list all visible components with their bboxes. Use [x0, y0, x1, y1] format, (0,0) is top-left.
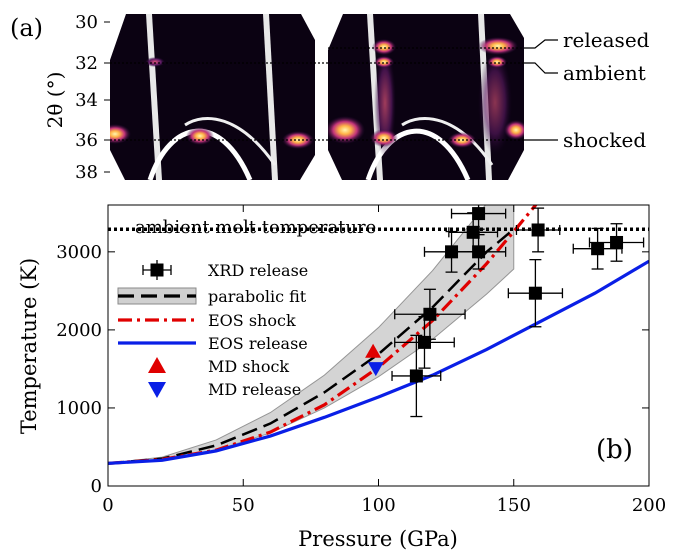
xrd-data-point — [450, 205, 507, 230]
series-line-parabolic-fit — [108, 228, 515, 465]
xrd-square-marker — [466, 225, 480, 239]
legend-item: MD shock — [148, 357, 289, 376]
panel-a-y-tick-label: 34 — [75, 90, 98, 111]
x-tick-label: 200 — [632, 495, 666, 516]
released-leader — [524, 39, 558, 49]
legend: XRD release parabolic fit EOS shock EOS rel… — [117, 260, 308, 399]
legend-label: MD release — [208, 380, 301, 399]
legend-item: MD release — [148, 380, 301, 399]
xrd-square-marker — [409, 369, 423, 383]
series-line-eos-release — [108, 259, 649, 465]
panel-a-y-axis-label: 2θ (°) — [43, 72, 67, 129]
legend-swatch-marker — [148, 357, 166, 373]
annotation-released: released — [563, 28, 650, 52]
legend-item: parabolic fit — [117, 287, 307, 306]
legend-label: EOS shock — [208, 311, 296, 330]
xrd-data-point — [450, 234, 507, 270]
panel-a-y-tick-label: 36 — [75, 130, 98, 151]
y-tick-label: 3000 — [56, 242, 102, 263]
panel-b-label: (b) — [596, 435, 633, 465]
x-tick-label: 150 — [497, 495, 531, 516]
md-marker-triangle-down — [367, 362, 384, 377]
ambient-melt-label: ambient melt temperature — [135, 217, 376, 238]
xrd-data-point — [507, 258, 564, 328]
panel-a-y-tick-label: 32 — [75, 53, 98, 74]
annotation-ambient: ambient — [563, 61, 646, 85]
xrd-data-point — [515, 207, 561, 253]
y-axis-label: Temperature (K) — [17, 258, 41, 434]
x-tick-label: 0 — [102, 495, 113, 516]
xrd-square-marker — [423, 307, 437, 321]
legend-item: EOS shock — [118, 311, 296, 330]
legend-label: EOS release — [208, 334, 308, 353]
panel-a-label: (a) — [10, 14, 43, 42]
legend-label: parabolic fit — [208, 287, 307, 306]
legend-swatch-marker — [148, 382, 166, 398]
annotation-shocked: shocked — [563, 128, 646, 152]
panel-a-y-ticks: 30 32 34 36 38 — [75, 12, 110, 183]
md-marker-triangle-up — [365, 343, 382, 358]
y-tick-label: 0 — [91, 476, 102, 497]
x-tick-label: 50 — [232, 495, 255, 516]
xrd-image-ambient — [110, 14, 315, 180]
legend-item: EOS release — [118, 334, 308, 353]
xrd-data-point — [394, 288, 466, 340]
xrd-square-marker — [472, 245, 486, 259]
y-tick-label: 2000 — [56, 320, 102, 341]
plot-area — [108, 205, 649, 465]
xrd-data-point — [588, 223, 645, 262]
xrd-square-marker — [528, 286, 542, 300]
xrd-square-marker — [472, 207, 486, 221]
xrd-image-released — [328, 14, 524, 180]
x-axis-label: Pressure (GPa) — [298, 527, 458, 551]
xrd-square-marker — [531, 223, 545, 237]
x-tick-label: 100 — [361, 495, 395, 516]
y-tick-label: 1000 — [56, 398, 102, 419]
ambient-leader — [524, 62, 558, 74]
legend-label: MD shock — [208, 357, 289, 376]
panel-a-y-tick-label: 38 — [75, 162, 98, 183]
panel-a-y-tick-label: 30 — [75, 12, 98, 33]
xrd-square-marker — [610, 235, 624, 249]
legend-item: XRD release — [142, 260, 308, 280]
legend-label: XRD release — [208, 261, 308, 280]
xrd-square-marker — [417, 335, 431, 349]
xrd-data-point — [391, 334, 442, 418]
panel-a: (a) — [10, 12, 650, 183]
xrd-square-marker — [591, 242, 605, 256]
legend-swatch-square — [150, 263, 164, 277]
